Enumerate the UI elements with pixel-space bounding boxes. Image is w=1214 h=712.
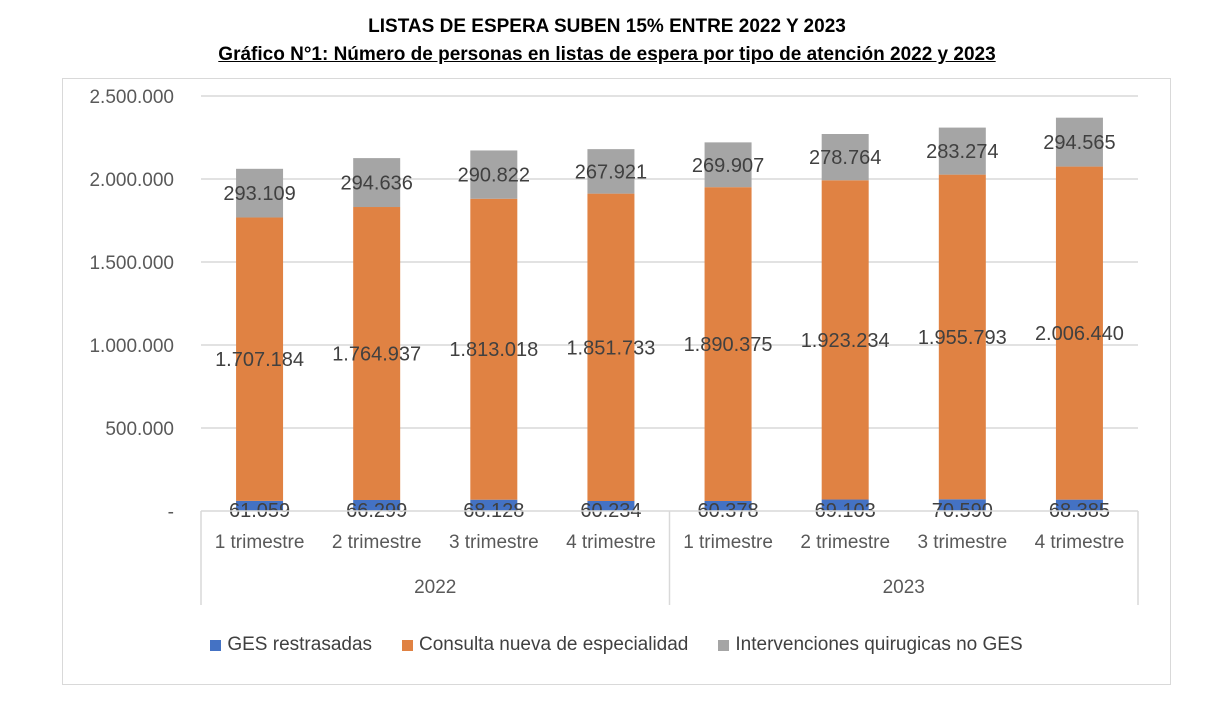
legend-item-intervenciones: Intervenciones quirugicas no GES (718, 634, 1023, 656)
x-tick-label: 2 trimestre (800, 532, 890, 553)
bar-0-3 (587, 501, 635, 511)
bar-2-0 (236, 168, 284, 218)
bar-0-1 (353, 499, 401, 511)
data-label: 1.851.733 (566, 337, 655, 359)
bar-1-4 (704, 187, 752, 501)
legend-swatch-ges (210, 639, 222, 651)
bar-2-3 (587, 149, 635, 194)
legend: GES restrasadas Consulta nueva de especi… (62, 634, 1171, 656)
data-label: 1.764.937 (332, 344, 421, 366)
y-tick-label: 2.500.000 (89, 87, 174, 108)
bar-2-4 (704, 142, 752, 188)
bar-2-6 (938, 127, 986, 175)
data-label: 1.923.234 (801, 330, 890, 352)
data-label: 269.907 (692, 155, 764, 177)
y-tick-label: - (168, 502, 174, 523)
legend-label-intervenciones: Intervenciones quirugicas no GES (735, 634, 1023, 655)
legend-item-ges: GES restrasadas (210, 634, 372, 656)
bar-0-5 (821, 499, 869, 511)
bar-2-5 (821, 133, 869, 181)
data-label: 1.813.018 (449, 339, 538, 361)
x-tick-label: 1 trimestre (215, 532, 305, 553)
bar-1-5 (821, 180, 869, 500)
x-tick-label: 1 trimestre (683, 532, 773, 553)
bar-0-0 (236, 500, 284, 511)
y-tick-label: 1.000.000 (89, 336, 174, 357)
x-tick-label: 3 trimestre (449, 532, 539, 553)
data-label: 294.565 (1043, 132, 1115, 154)
bar-0-4 (704, 500, 752, 511)
x-tick-label: 2 trimestre (332, 532, 422, 553)
bar-2-1 (353, 158, 401, 208)
bar-1-7 (1055, 166, 1103, 500)
legend-swatch-consulta (402, 639, 414, 651)
data-label: 283.274 (926, 141, 998, 163)
x-tick-label: 4 trimestre (1035, 532, 1125, 553)
data-label: 294.636 (341, 173, 413, 195)
bar-1-1 (353, 207, 401, 500)
bar-0-6 (938, 499, 986, 511)
chart-frame (62, 78, 1171, 685)
bar-2-2 (470, 150, 518, 199)
bar-1-3 (587, 193, 635, 502)
group-label: 2023 (883, 577, 925, 598)
data-label: 1.707.184 (215, 349, 304, 371)
bar-1-6 (938, 174, 986, 500)
data-label: 278.764 (809, 147, 881, 169)
x-tick-label: 4 trimestre (566, 532, 656, 553)
y-tick-label: 500.000 (105, 419, 174, 440)
bar-0-7 (1055, 499, 1103, 511)
x-tick-label: 3 trimestre (917, 532, 1007, 553)
legend-swatch-intervenciones (718, 639, 730, 651)
data-label: 293.109 (223, 183, 295, 205)
data-label: 2.006.440 (1035, 323, 1124, 345)
legend-label-consulta: Consulta nueva de especialidad (419, 634, 689, 655)
legend-label-ges: GES restrasadas (227, 634, 373, 655)
bar-2-7 (1055, 117, 1103, 167)
bar-1-0 (236, 217, 284, 501)
legend-item-consulta: Consulta nueva de especialidad (402, 634, 688, 656)
data-label: 267.921 (575, 161, 647, 183)
data-label: 1.955.793 (918, 327, 1007, 349)
chart-subtitle: Gráfico N°1: Número de personas en lista… (218, 44, 996, 65)
data-label: 1.890.375 (684, 334, 773, 356)
bar-0-2 (470, 499, 518, 511)
bar-1-2 (470, 198, 518, 500)
group-label: 2022 (414, 577, 456, 598)
y-tick-label: 2.000.000 (89, 170, 174, 191)
chart-title: LISTAS DE ESPERA SUBEN 15% ENTRE 2022 Y … (368, 16, 846, 37)
y-tick-label: 1.500.000 (89, 253, 174, 274)
data-label: 290.822 (458, 165, 530, 187)
